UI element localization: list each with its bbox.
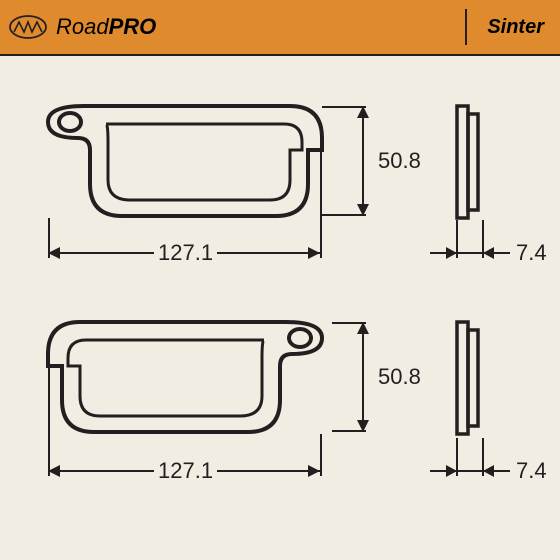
product-name-suffix: PRO	[109, 14, 157, 39]
dim-line	[430, 470, 510, 472]
dim-height-bottom: 50.8	[374, 364, 425, 390]
dim-arrow	[446, 247, 457, 259]
dim-arrow	[357, 322, 369, 334]
brand-logo	[8, 14, 48, 40]
brake-pad-bottom	[40, 312, 330, 447]
dim-thickness-bottom: 7.4	[512, 458, 551, 484]
dim-width-top: 127.1	[154, 240, 217, 266]
dim-line	[362, 106, 364, 216]
header-divider	[465, 9, 467, 45]
dim-line	[430, 252, 510, 254]
dim-arrow	[48, 247, 60, 259]
dim-width-bottom: 127.1	[154, 458, 217, 484]
header-left: RoadPRO	[8, 14, 156, 40]
dim-thickness-top: 7.4	[512, 240, 551, 266]
product-name-prefix: Road	[56, 14, 109, 39]
side-view-top	[454, 104, 484, 225]
dim-tick	[320, 434, 322, 476]
dim-arrow	[357, 204, 369, 216]
brake-pad-top	[40, 96, 330, 231]
dim-line	[362, 322, 364, 432]
header-right: Sinter	[465, 9, 544, 45]
diagram-area: 50.8 127.1 7.4 50.8 127.1	[0, 56, 560, 560]
header-bar: RoadPRO Sinter	[0, 0, 560, 56]
dim-arrow	[308, 247, 320, 259]
product-name: RoadPRO	[56, 14, 156, 40]
dim-arrow	[308, 465, 320, 477]
dim-arrow	[446, 465, 457, 477]
dim-tick	[48, 366, 50, 476]
dim-arrow	[357, 420, 369, 432]
side-view-bottom	[454, 320, 484, 441]
dim-arrow	[357, 106, 369, 118]
dim-height-top: 50.8	[374, 148, 425, 174]
dim-arrow	[48, 465, 60, 477]
dim-arrow	[483, 465, 494, 477]
category-label: Sinter	[487, 16, 544, 39]
dim-tick	[320, 150, 322, 258]
dim-arrow	[483, 247, 494, 259]
